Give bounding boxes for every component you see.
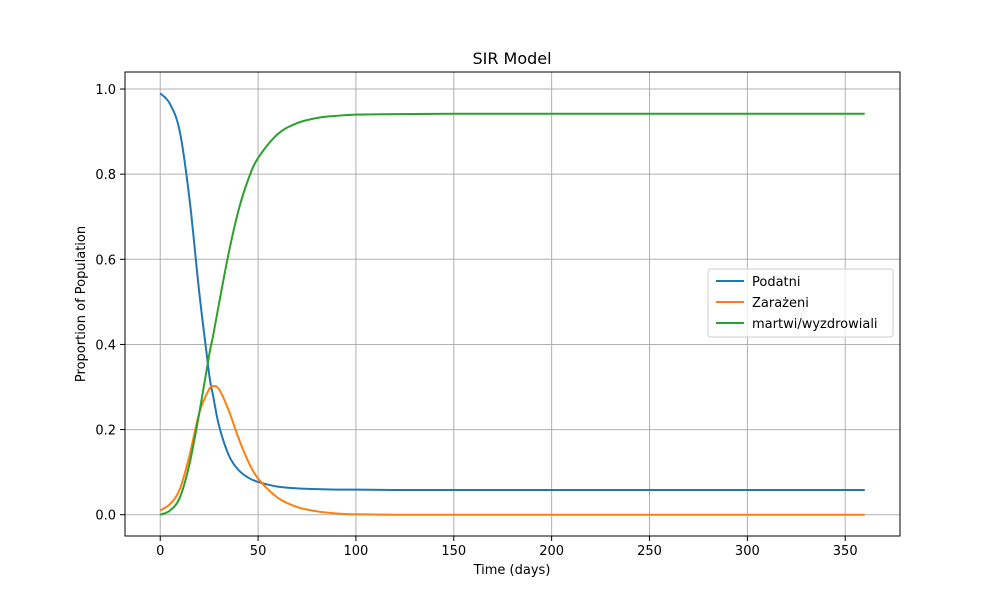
legend-label-martwi-wyzdrowiali: martwi/wyzdrowiali xyxy=(752,317,878,332)
legend-box xyxy=(707,268,894,338)
y-tick-label: 1.0 xyxy=(95,83,116,98)
ticks: 0 50 100 150 200 250 300 350 0.0 0.2 0.4 0.6 0.8 1.0 xyxy=(95,83,857,559)
y-tick-label: 0.0 xyxy=(95,509,116,524)
x-tick-label: 300 xyxy=(735,544,760,559)
x-tick-label: 50 xyxy=(250,544,267,559)
y-tick-label: 0.8 xyxy=(95,168,116,183)
x-axis-label: Time (days) xyxy=(473,563,551,578)
x-tick-label: 150 xyxy=(441,544,466,559)
grid xyxy=(125,72,900,536)
x-tick-label: 0 xyxy=(156,544,164,559)
y-tick-label: 0.6 xyxy=(95,253,116,268)
chart-title: SIR Model xyxy=(472,49,551,68)
legend-label-zarazeni: Zarażeni xyxy=(752,296,809,311)
legend-label-podatni: Podatni xyxy=(752,275,801,290)
y-tick-label: 0.2 xyxy=(95,424,116,439)
y-axis-label: Proportion of Population xyxy=(74,226,89,382)
series-line-podatni xyxy=(159,92,865,492)
series-lines xyxy=(159,92,865,516)
y-tick-label: 0.4 xyxy=(95,338,116,353)
x-tick-label: 350 xyxy=(833,544,858,559)
plot-frame xyxy=(124,71,901,537)
x-tick-label: 200 xyxy=(539,544,564,559)
legend: Podatni Zarażeni martwi/wyzdrowiali xyxy=(707,268,894,338)
series-line-martwi-wyzdrowiali xyxy=(159,112,865,516)
series-line-zarazeni xyxy=(159,384,865,516)
x-tick-label: 100 xyxy=(344,544,369,559)
x-tick-label: 250 xyxy=(637,544,662,559)
